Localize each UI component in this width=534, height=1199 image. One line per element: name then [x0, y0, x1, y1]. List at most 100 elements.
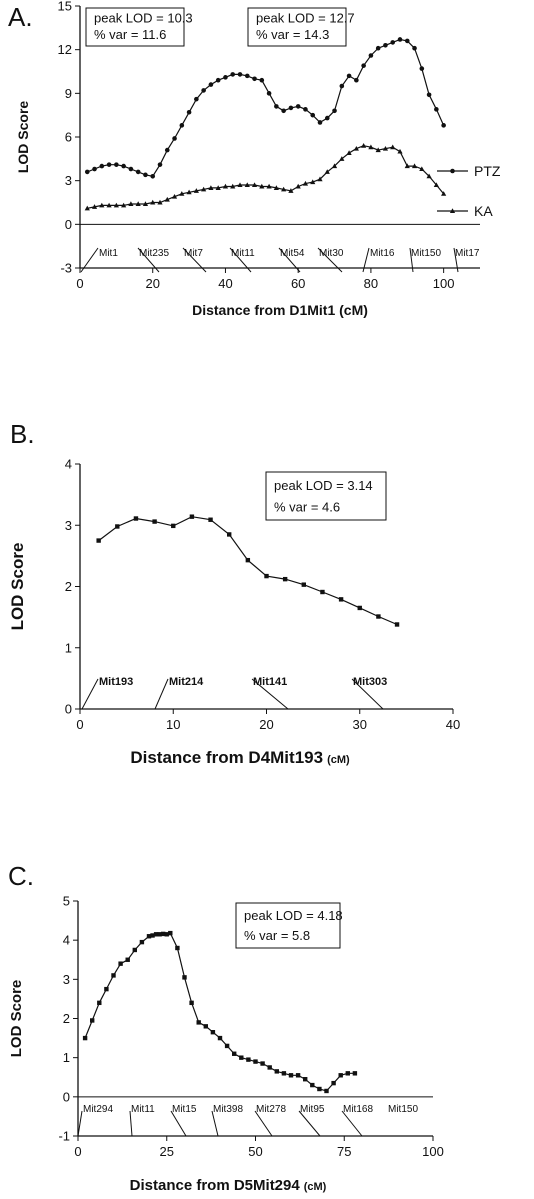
data-point	[115, 524, 120, 529]
data-point	[288, 105, 294, 111]
x-axis-label-unit: (cM)	[304, 1181, 327, 1193]
data-point	[217, 1035, 223, 1041]
data-point	[128, 166, 134, 172]
marker-label: Mit16	[370, 248, 395, 259]
data-point	[281, 108, 286, 114]
x-axis-label-main: Distance from D4Mit193	[130, 748, 323, 767]
x-tick-label: 25	[160, 1144, 174, 1159]
y-tick-label: 1	[65, 640, 72, 655]
x-tick-label: 100	[422, 1144, 444, 1159]
annotation-frame	[235, 902, 341, 949]
marker-label: Mit17	[455, 248, 480, 259]
data-point	[397, 37, 403, 42]
data-point	[194, 96, 199, 102]
data-point	[266, 183, 272, 189]
data-point	[222, 183, 229, 189]
annotation-percent-var: % var = 4.6	[274, 499, 340, 514]
data-point	[368, 53, 374, 58]
data-point	[426, 173, 432, 179]
x-tick-label: 60	[291, 276, 305, 291]
data-point	[179, 191, 185, 196]
data-point	[404, 163, 410, 169]
data-point	[339, 83, 345, 89]
data-point	[264, 573, 269, 579]
series-line	[87, 38, 445, 177]
data-point	[274, 104, 279, 109]
x-axis-label-main: Distance from D1Mit1 (cM)	[192, 302, 368, 318]
marker-label: Mit303	[353, 676, 387, 688]
data-point	[139, 939, 145, 945]
x-axis-label-unit: (cM)	[327, 754, 350, 766]
data-point	[97, 1000, 102, 1006]
marker-label: Mit214	[169, 676, 204, 688]
data-point	[232, 1051, 237, 1056]
annotation-box: peak LOD = 10.3 % var = 11.6	[85, 7, 193, 47]
data-point	[295, 1073, 301, 1078]
marker-label: Mit11	[131, 1104, 155, 1115]
x-tick-label: 10	[166, 717, 180, 732]
x-tick-label: 40	[218, 276, 232, 291]
data-point	[345, 1071, 350, 1076]
y-tick-label: 0	[63, 1089, 70, 1104]
genetic-markers: Mit193 Mit214 Mit141 Mit303	[81, 676, 387, 710]
data-point	[179, 123, 185, 128]
data-point	[164, 196, 170, 202]
data-point	[338, 597, 344, 602]
y-axis-label: LOD Score	[8, 543, 27, 631]
data-point	[215, 77, 221, 83]
data-point	[113, 202, 119, 208]
data-point	[346, 150, 352, 156]
data-point	[339, 156, 345, 161]
data-point	[246, 1057, 251, 1062]
data-point	[419, 166, 425, 172]
data-point	[208, 517, 213, 522]
data-point	[91, 204, 98, 209]
x-tick-label: 30	[353, 717, 367, 732]
y-tick-label: -1	[58, 1129, 70, 1144]
marker-line	[251, 678, 289, 710]
annotation-box: peak LOD = 4.18 % var = 5.8	[235, 902, 343, 949]
y-axis-label: LOD Score	[8, 980, 25, 1058]
data-point	[411, 163, 418, 169]
data-point	[382, 145, 389, 151]
data-point	[132, 947, 137, 953]
data-point	[168, 930, 173, 936]
data-point	[301, 582, 306, 587]
data-point	[164, 147, 170, 153]
legend-item-ptz: PTZ	[437, 163, 501, 179]
data-point	[193, 188, 199, 193]
data-point	[324, 1088, 329, 1094]
marker-line	[254, 1110, 273, 1137]
data-point	[133, 516, 139, 521]
y-tick-label: 12	[58, 42, 72, 57]
marker-label: Mit168	[343, 1104, 373, 1115]
data-point	[259, 183, 265, 189]
data-point	[186, 189, 192, 195]
data-point	[82, 1035, 88, 1041]
series-line	[87, 145, 445, 209]
annotation-box: peak LOD = 3.14 % var = 4.6	[265, 471, 387, 521]
y-tick-label: 4	[65, 457, 72, 472]
data-point	[164, 932, 169, 937]
data-point	[310, 112, 316, 118]
y-tick-label: 2	[63, 1011, 70, 1026]
data-point	[281, 186, 287, 192]
data-point	[352, 1071, 358, 1076]
data-point	[267, 1065, 272, 1070]
data-point	[331, 163, 338, 169]
marker-label: Mit150	[411, 248, 441, 259]
x-tick-label: 100	[433, 276, 455, 291]
data-point	[274, 1069, 279, 1074]
data-point	[172, 136, 177, 141]
data-point	[295, 104, 301, 109]
data-point	[441, 123, 446, 128]
data-point	[208, 185, 214, 190]
data-point	[244, 73, 250, 79]
data-point	[266, 91, 272, 96]
data-point	[237, 182, 243, 188]
data-point	[150, 174, 156, 179]
data-point	[324, 169, 330, 174]
series-line	[98, 516, 398, 626]
y-tick-label: 5	[63, 894, 70, 909]
data-point	[114, 162, 119, 167]
